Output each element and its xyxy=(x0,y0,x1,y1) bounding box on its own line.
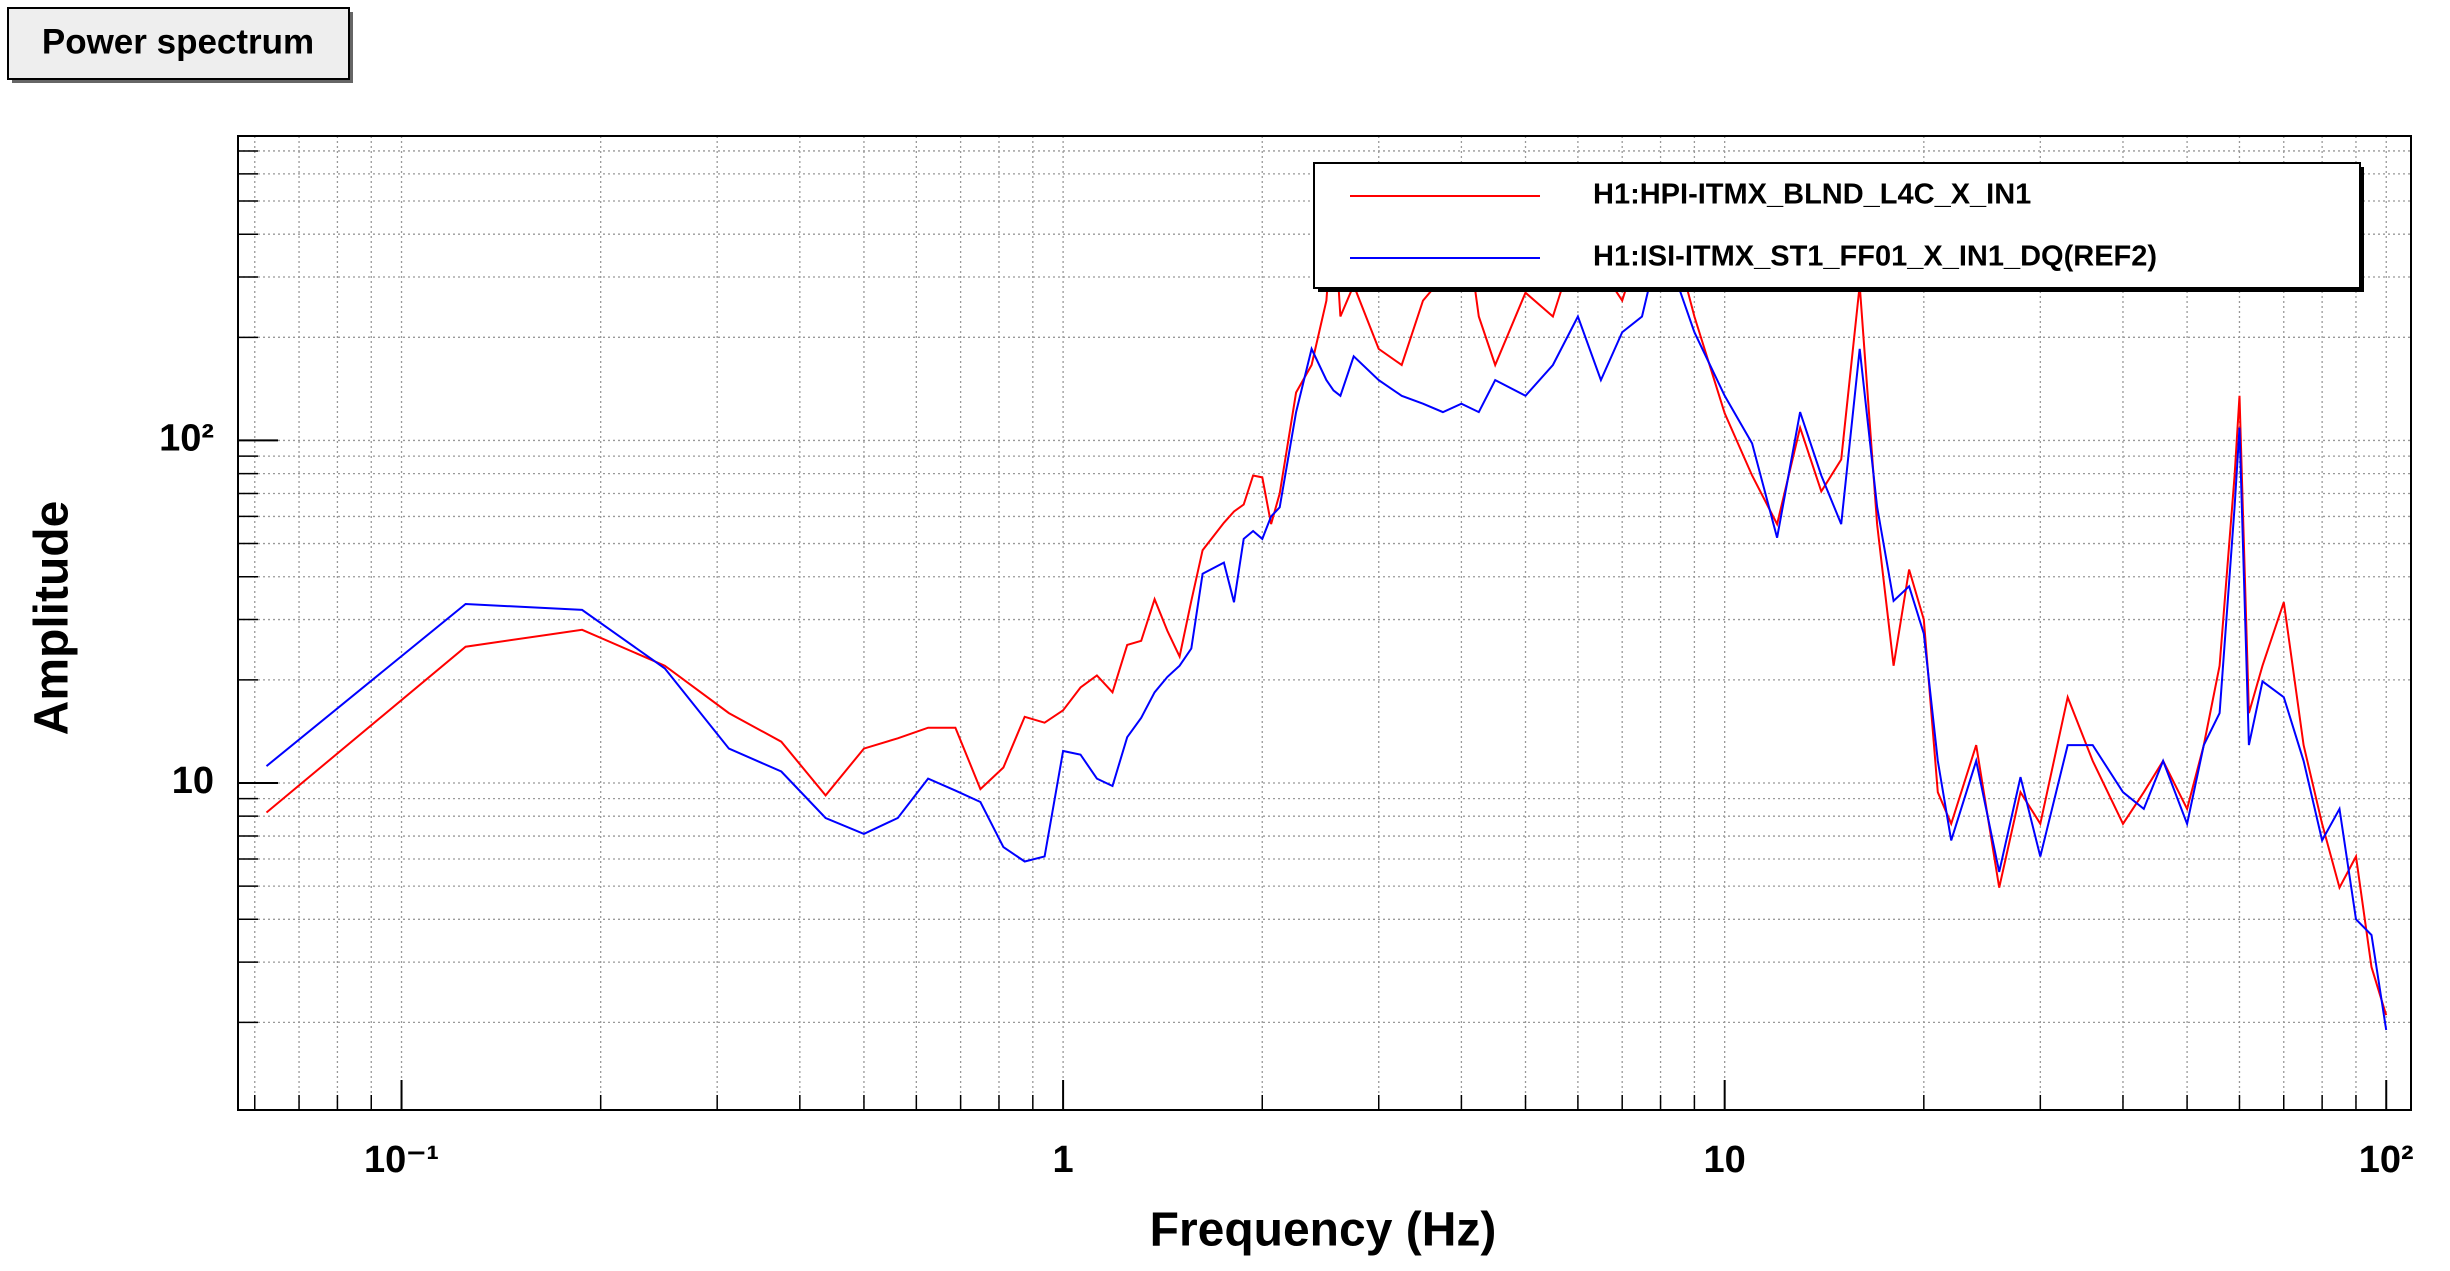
series-line xyxy=(265,234,2388,1031)
x-axis-label: Frequency (Hz) xyxy=(1150,1204,1497,1257)
x-tick-label: 1 xyxy=(1053,1139,1074,1181)
legend: H1:HPI-ITMX_BLND_L4C_X_IN1 H1:ISI-ITMX_ST… xyxy=(1313,162,2364,292)
legend-label: H1:HPI-ITMX_BLND_L4C_X_IN1 xyxy=(1593,179,2031,211)
plot-area xyxy=(265,173,2388,1031)
legend-label: H1:ISI-ITMX_ST1_FF01_X_IN1_DQ(REF2) xyxy=(1593,241,2157,273)
x-tick-label: 10 xyxy=(1704,1139,1746,1181)
plot-frame xyxy=(237,135,2412,1111)
chart-title: Power spectrum xyxy=(42,22,314,61)
x-tick-label: 10⁻¹ xyxy=(364,1139,439,1181)
legend-box xyxy=(1313,162,2361,289)
title-box xyxy=(7,7,350,80)
ticks: 10⁻¹ 1 10 10² 10 10² xyxy=(159,150,2414,1181)
y-tick-label: 10 xyxy=(172,760,214,802)
series-line xyxy=(265,173,2388,1016)
y-axis-label: Amplitude xyxy=(26,501,79,736)
x-tick-label: 10² xyxy=(2359,1139,2414,1181)
y-tick-label: 10² xyxy=(159,417,214,459)
